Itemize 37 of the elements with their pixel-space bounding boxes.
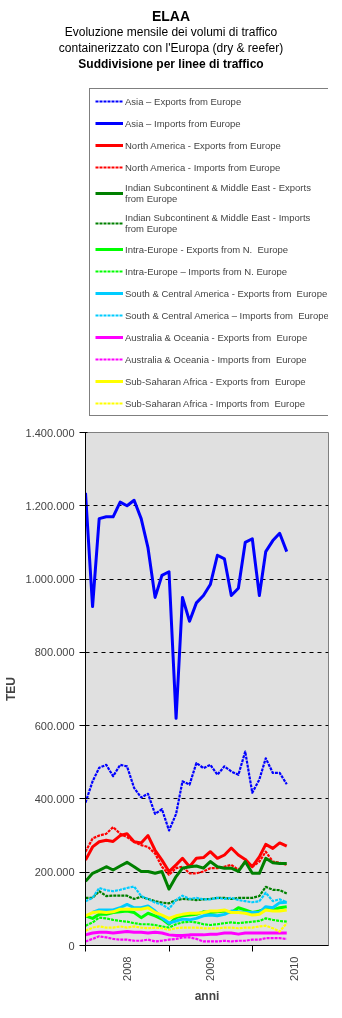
y-tick-label: 200.000 [34, 866, 75, 879]
legend-label: South & Central America – Imports from Europe [125, 308, 329, 322]
x-tick-label: 2010 [287, 956, 300, 981]
legend-label: Intra-Europe – Imports from N. Europe [125, 264, 289, 278]
legend-label: Indian Subcontinent & Middle East - Imports from Europe [125, 212, 312, 234]
legend-label: Intra-Europe - Exports from N. Europe [125, 242, 290, 256]
x-axis-title: anni [194, 988, 220, 1003]
y-tick-label: 1.000.000 [25, 573, 75, 586]
x-tick-label: 2008 [121, 956, 134, 981]
legend-label: North America - Imports from Europe [125, 160, 282, 174]
y-tick-label: 1.200.000 [25, 499, 75, 512]
line-series [85, 906, 289, 920]
line-series [85, 826, 288, 876]
legend-label: Sub-Saharan Africa - Exports from Europe [125, 374, 307, 388]
y-tick-label: 800.000 [34, 646, 75, 659]
legend-label: North America - Exports from Europe [125, 138, 282, 152]
x-tick-label: 2009 [204, 956, 217, 981]
legend-label: Australia & Oceania - Imports from Europe [125, 352, 308, 366]
legend-label: Asia – Imports from Europe [125, 116, 242, 130]
line-series [85, 922, 288, 933]
legend-label: Australia & Oceania - Exports from Europe [125, 330, 309, 344]
legend-label: Indian Subcontinent & Middle East - Exports from Europe [125, 182, 312, 204]
line-series [85, 491, 289, 720]
chart-title: ELAA [150, 8, 192, 24]
y-axis-title: TEU [3, 677, 18, 701]
legend-label: South & Central America - Exports from Europe [125, 286, 329, 300]
y-tick-label: 400.000 [34, 792, 75, 805]
legend-label: Asia – Exports from Europe [125, 94, 243, 108]
text: Suddivisione per linee di traffico [77, 56, 265, 72]
line-series [85, 885, 288, 905]
chart-subtitle: Evoluzione mensile dei volumi di traffico containerizzato con l'Europa (dry & reefer) [57, 24, 285, 56]
line-series [85, 750, 288, 832]
legend-label: Sub-Saharan Africa - Imports from Europe [125, 396, 307, 410]
y-tick-label: 600.000 [34, 719, 75, 732]
line-series [85, 856, 289, 891]
y-tick-label: 0 [68, 939, 75, 952]
y-tick-label: 1.400.000 [25, 426, 75, 439]
